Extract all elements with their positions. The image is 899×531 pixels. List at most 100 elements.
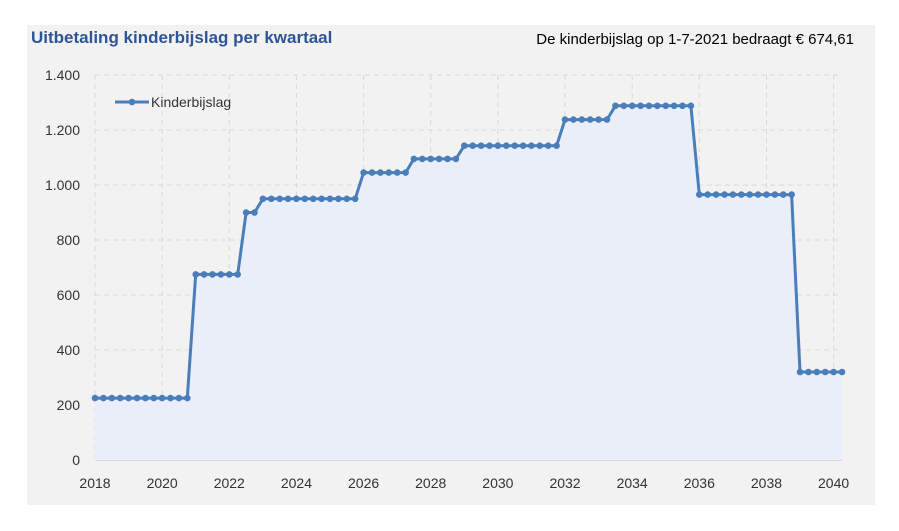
data-point — [419, 155, 426, 163]
y-tick-label: 1.400 — [45, 67, 80, 83]
data-point — [687, 102, 695, 110]
data-point — [184, 394, 191, 402]
data-point — [704, 191, 711, 198]
data-point — [763, 191, 770, 198]
y-tick-label: 600 — [57, 287, 81, 303]
tick-labels: 0 200 400 600 800 1.000 1.200 1.400 2018 2020 2022… — [45, 67, 849, 491]
data-point — [738, 191, 745, 198]
data-point — [209, 271, 216, 278]
data-point — [200, 271, 208, 278]
data-point — [578, 116, 586, 123]
data-point — [125, 394, 132, 402]
data-point — [268, 195, 275, 203]
data-point — [133, 394, 141, 402]
data-point — [335, 195, 342, 203]
data-point — [234, 271, 241, 278]
data-point — [242, 209, 250, 216]
data-point — [788, 191, 795, 198]
legend-label: Kinderbijslag — [151, 94, 231, 110]
data-point — [318, 195, 325, 203]
x-tick-label: 2040 — [818, 475, 849, 491]
data-point — [100, 394, 107, 402]
data-point — [503, 142, 510, 149]
data-point — [486, 142, 493, 149]
data-point — [276, 195, 284, 203]
y-tick-label: 1.200 — [45, 122, 80, 138]
data-point — [351, 195, 359, 203]
data-point — [452, 155, 460, 163]
x-tick-label: 2034 — [617, 475, 648, 491]
x-tick-label: 2020 — [147, 475, 178, 491]
data-point — [712, 191, 720, 198]
y-tick-label: 0 — [72, 452, 80, 468]
data-points — [91, 102, 846, 402]
data-point — [612, 102, 619, 110]
data-point — [301, 195, 309, 203]
data-point — [167, 394, 174, 402]
data-point — [91, 394, 99, 402]
data-point — [494, 142, 502, 149]
data-point — [771, 191, 779, 198]
data-point — [544, 142, 552, 149]
data-point — [108, 394, 116, 402]
x-tick-label: 2022 — [214, 475, 245, 491]
data-point — [402, 169, 409, 176]
data-point — [410, 155, 418, 163]
legend-marker — [128, 98, 136, 106]
y-tick-label: 1.000 — [45, 177, 80, 193]
x-tick-label: 2024 — [281, 475, 312, 491]
data-point — [830, 368, 837, 376]
y-tick-label: 800 — [57, 232, 81, 248]
data-point — [838, 368, 846, 376]
area-fill — [95, 105, 842, 461]
data-point — [469, 142, 477, 149]
data-point — [821, 368, 829, 376]
data-point — [435, 155, 443, 163]
data-point — [679, 102, 686, 110]
x-tick-label: 2032 — [549, 475, 580, 491]
data-point — [226, 271, 233, 278]
data-point — [595, 116, 602, 123]
data-point — [511, 142, 518, 149]
data-point — [293, 195, 300, 203]
data-point — [377, 169, 384, 176]
data-point — [603, 116, 611, 123]
data-point — [259, 195, 267, 203]
series-area — [95, 105, 842, 461]
data-point — [427, 155, 435, 163]
data-point — [326, 195, 334, 203]
x-tick-label: 2028 — [415, 475, 446, 491]
x-tick-label: 2026 — [348, 475, 379, 491]
data-point — [309, 195, 317, 203]
data-point — [746, 191, 753, 198]
data-point — [192, 271, 199, 278]
data-point — [721, 191, 728, 198]
x-tick-label: 2036 — [684, 475, 715, 491]
data-point — [150, 394, 158, 402]
data-point — [645, 102, 653, 110]
data-point — [251, 209, 258, 216]
data-point — [519, 142, 527, 149]
data-point — [805, 368, 812, 376]
data-point — [670, 102, 678, 110]
data-point — [217, 271, 225, 278]
data-point — [729, 191, 737, 198]
data-point — [553, 142, 560, 149]
data-point — [444, 155, 451, 163]
y-tick-label: 200 — [57, 397, 81, 413]
data-point — [586, 116, 594, 123]
data-point — [654, 102, 661, 110]
legend: Kinderbijslag — [115, 94, 231, 110]
data-point — [360, 169, 367, 176]
data-point — [284, 195, 292, 203]
data-point — [528, 142, 535, 149]
data-point — [754, 191, 762, 198]
data-point — [175, 394, 183, 402]
data-point — [116, 394, 124, 402]
x-tick-label: 2030 — [482, 475, 513, 491]
data-point — [561, 116, 569, 123]
data-point — [158, 394, 166, 402]
x-tick-label: 2038 — [751, 475, 782, 491]
data-point — [343, 195, 351, 203]
